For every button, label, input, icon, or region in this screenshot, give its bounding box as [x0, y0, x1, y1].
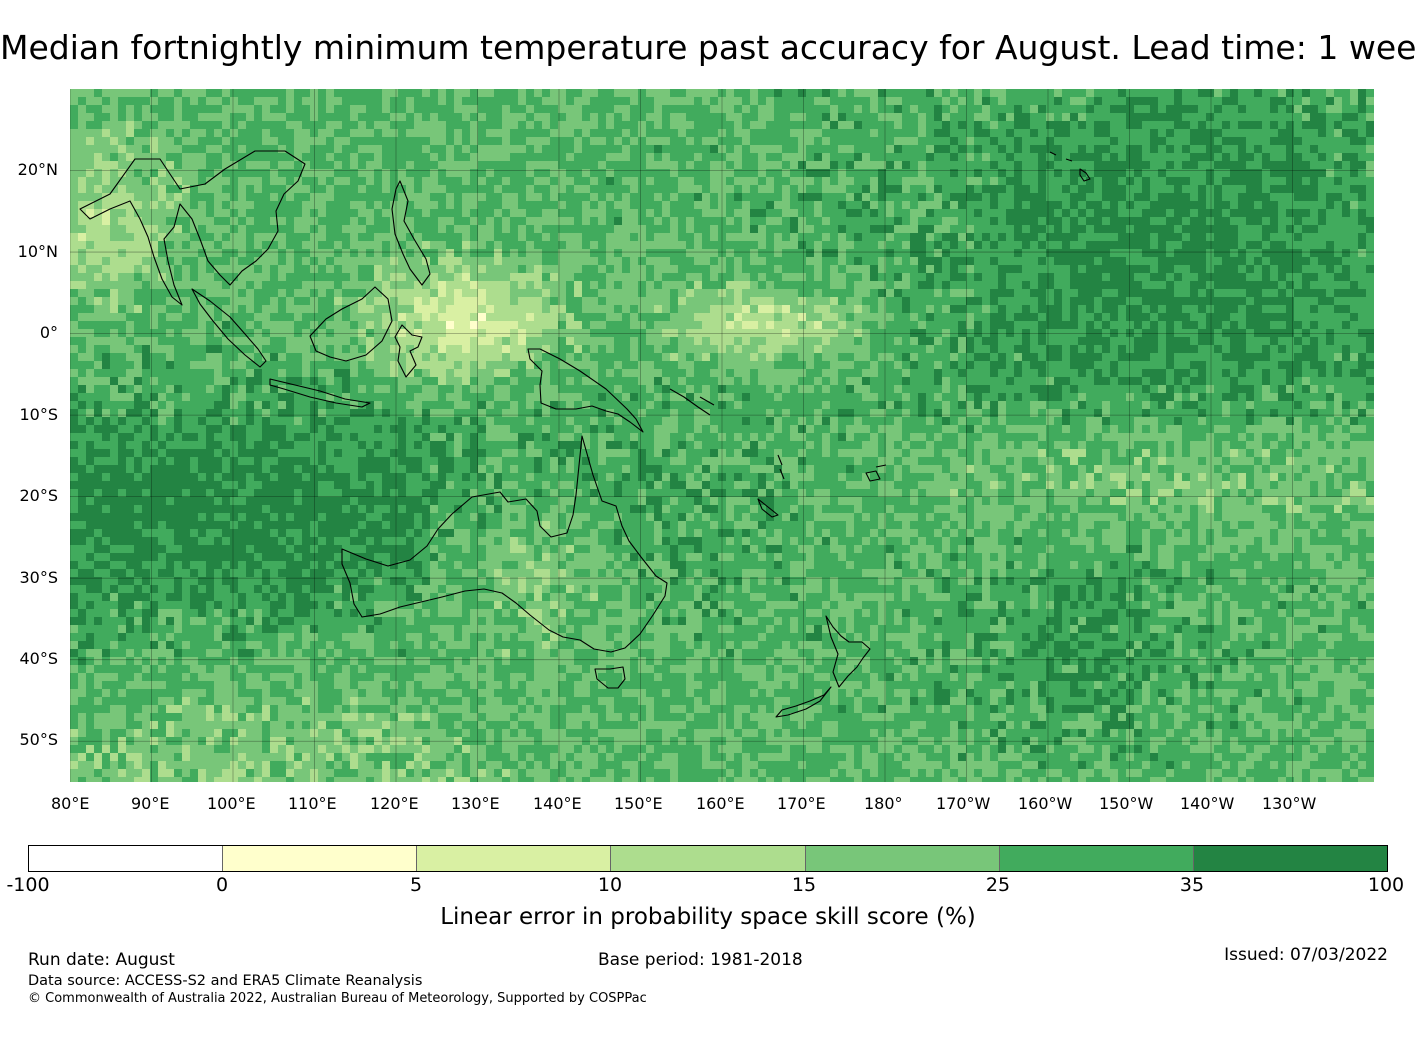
lon-tick-label: 150°E [614, 794, 663, 813]
lon-tick-label: 180° [864, 794, 903, 813]
issued-date: Issued: 07/03/2022 [1224, 945, 1388, 965]
coastline-new-guinea [527, 348, 644, 433]
coastline-new-caledonia [757, 498, 779, 518]
coastline-borneo [309, 286, 393, 362]
base-period: Base period: 1981-2018 [598, 950, 803, 970]
lat-tick-label: 50°S [19, 730, 58, 749]
lat-tick-label: 20°S [19, 486, 58, 505]
coastline-australia [341, 435, 668, 653]
lon-tick-label: 80°E [51, 794, 90, 813]
colorbar-tick-label: 100 [1367, 874, 1405, 896]
lon-tick-label: 160°E [696, 794, 745, 813]
lon-tick-label: 120°E [370, 794, 419, 813]
lon-tick-label: 90°E [131, 794, 170, 813]
lon-tick-label: 100°E [207, 794, 256, 813]
run-date: Run date: August [28, 950, 175, 970]
coastline-vanuatu [777, 454, 785, 480]
colorbar-segment [1193, 846, 1387, 871]
coastline-tasmania [594, 666, 626, 689]
lat-tick-label: 0° [39, 323, 58, 342]
lon-tick-label: 130°E [451, 794, 500, 813]
lat-tick-label: 10°S [19, 405, 58, 424]
lon-tick-label: 140°W [1180, 794, 1235, 813]
lat-tick-label: 20°N [17, 160, 58, 179]
coastline-nz-north [825, 615, 871, 688]
colorbar-segment [999, 846, 1194, 871]
colorbar [28, 845, 1388, 872]
coastline-hawaii [1049, 151, 1091, 182]
graticule [70, 89, 1374, 782]
colorbar-tick-label: 15 [791, 874, 817, 896]
map-canvas [70, 89, 1374, 782]
coastline-java [269, 378, 371, 408]
coastline-fiji [865, 464, 887, 482]
colorbar-tick-label: 25 [985, 874, 1011, 896]
coastline-indochina [79, 150, 306, 306]
coastlines [79, 150, 1091, 718]
coastline-sumatra [191, 288, 267, 368]
skill-score-raster [70, 89, 1374, 782]
coastline-solomon [669, 388, 715, 416]
lon-tick-label: 170°E [777, 794, 826, 813]
lat-tick-label: 30°S [19, 568, 58, 587]
colorbar-tick-label: 0 [215, 874, 229, 896]
colorbar-segment [611, 846, 806, 871]
colorbar-tick-label: 10 [597, 874, 623, 896]
coastline-philippines [391, 180, 431, 286]
lat-tick-label: 10°N [17, 242, 58, 261]
lon-tick-label: 170°W [936, 794, 991, 813]
colorbar-tick-label: 35 [1179, 874, 1205, 896]
skill-score-map [70, 89, 1374, 782]
colorbar-label: Linear error in probability space skill … [440, 904, 976, 930]
coastline-nz-south [775, 686, 832, 718]
lon-tick-label: 110°E [288, 794, 337, 813]
lon-tick-label: 160°W [1018, 794, 1073, 813]
colorbar-tick-label: -100 [6, 874, 50, 896]
coastline-sulawesi [394, 324, 423, 378]
lat-tick-label: 40°S [19, 649, 58, 668]
colorbar-segment [417, 846, 612, 871]
lon-tick-label: 140°E [533, 794, 582, 813]
colorbar-segment [223, 846, 418, 871]
colorbar-segment [29, 846, 224, 871]
map-title: Median fortnightly minimum temperature p… [0, 28, 1416, 67]
lon-tick-label: 150°W [1099, 794, 1154, 813]
copyright: © Commonwealth of Australia 2022, Austra… [28, 991, 647, 1006]
colorbar-segment [805, 846, 1000, 871]
data-source: Data source: ACCESS-S2 and ERA5 Climate … [28, 973, 423, 989]
colorbar-tick-label: 5 [409, 874, 423, 896]
lon-tick-label: 130°W [1262, 794, 1317, 813]
